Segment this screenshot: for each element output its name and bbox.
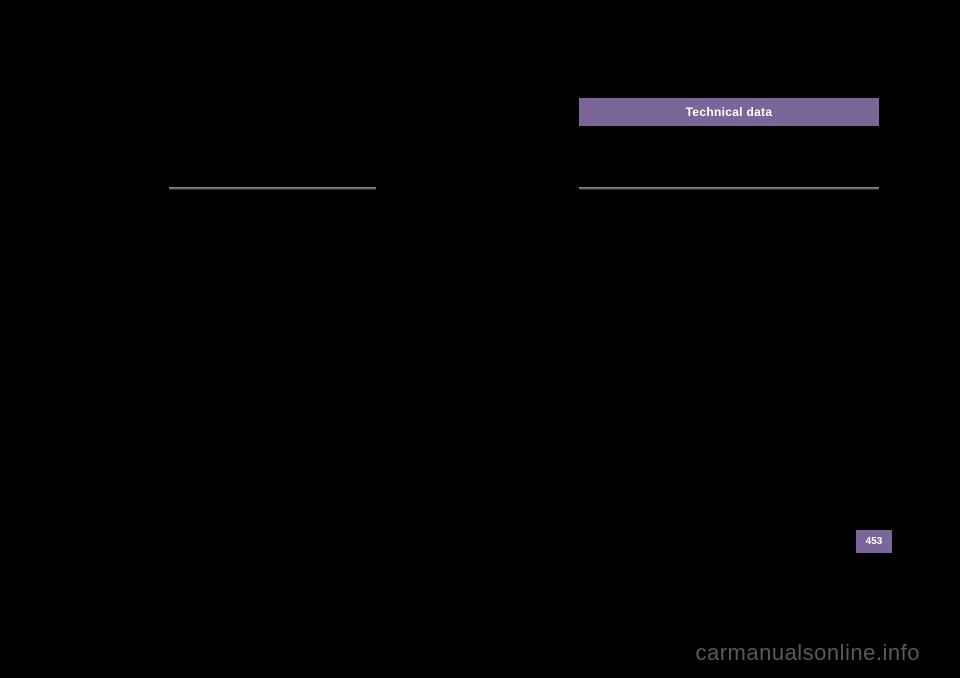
section-title: Technical data [686, 105, 773, 119]
column-divider-right [579, 187, 879, 190]
page-number: 453 [866, 536, 883, 547]
section-header-tab: Technical data [579, 98, 879, 126]
page-container: Technical data 453 [104, 52, 894, 606]
watermark-text: carmanualsonline.info [695, 640, 920, 666]
column-divider-left [169, 187, 376, 190]
page-number-tab: 453 [856, 530, 892, 553]
